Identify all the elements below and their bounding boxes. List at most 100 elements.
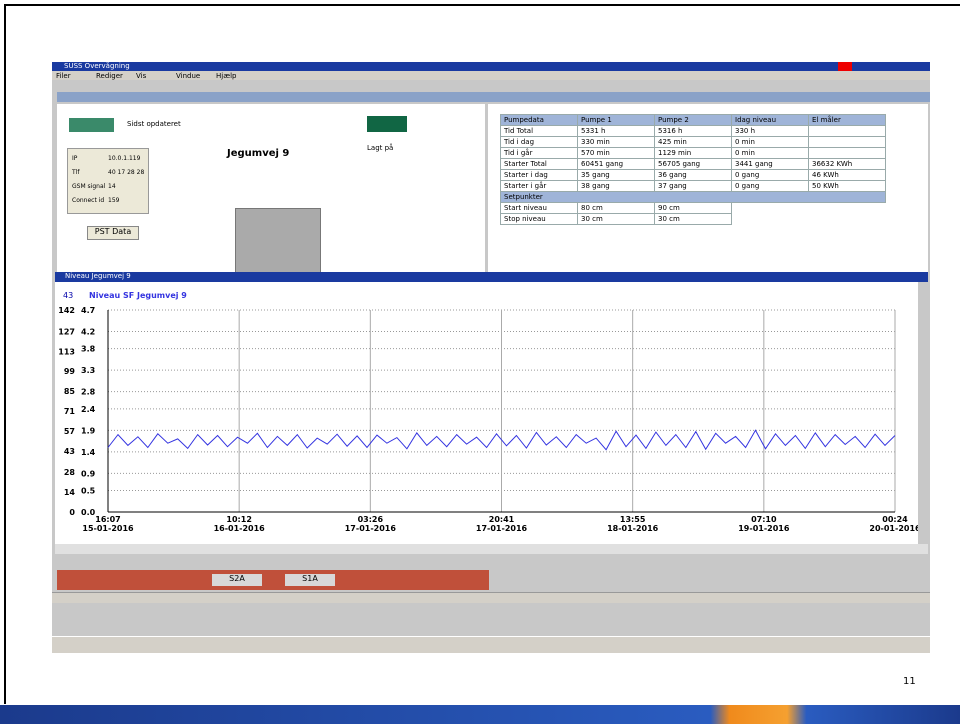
menu-item: Hjælp [216,72,237,80]
x-tick-label: 13:55 [620,515,646,524]
menu-item: Filer [56,72,71,80]
chart-bg [55,282,918,544]
slide-border [4,4,960,6]
table-cell: Pumpe 2 [654,114,732,126]
table-cell [808,125,886,137]
x-tick-label: 00:24 [882,515,908,524]
x-tick-label: 19-01-2016 [738,524,790,533]
scrollbar[interactable] [55,544,928,554]
chart-window-title-text: Niveau Jegumvej 9 [65,272,131,280]
y-tick-label: 1.9 [81,426,96,435]
y2-tick-label: 142 [58,306,75,315]
y2-tick-label: 71 [64,407,76,416]
slide-number: 11 [903,676,916,687]
title-bar: SUSS Overvågning [52,62,930,80]
chart-window-title: Niveau Jegumvej 9 [55,272,928,282]
pst-button[interactable]: PST Data [87,226,139,240]
info-text: Connect id [72,197,105,204]
info-text: 40 17 28 28 [108,169,145,176]
table-cell: 0 gang [731,169,809,181]
table-cell: Tid i går [500,147,578,159]
info-text: Tlf [72,169,80,176]
y-tick-label: 2.8 [81,388,96,397]
table-cell: 36632 KWh [808,158,886,170]
table-row: Starter i går 38 gang 37 gang 0 gang 50 KWh [500,180,886,192]
table-cell: 37 gang [654,180,732,192]
status: Lagt på [367,144,394,152]
info-text: IP [72,155,78,162]
pump-table: Pumpedata Pumpe 1 Pumpe 2 Idag niveau El mål… [500,114,886,225]
table-row: Stop niveau 30 cm 30 cm [500,213,886,225]
pump-icon [367,116,407,132]
table-cell: 330 h [731,125,809,137]
table-row: Tid i dag 330 min 425 min 0 min [500,136,886,148]
table-cell: Starter Total [500,158,578,170]
y2-tick-label: 57 [64,427,75,436]
table-row: Tid Total 5331 h 5316 h 330 h [500,125,886,137]
info-box: IP 10.0.1.119 Tlf 40 17 28 28 GSM signal 14 Co… [67,148,149,214]
menu-item: Vis [136,72,147,80]
y2-tick-label: 127 [58,327,75,336]
x-tick-label: 17-01-2016 [476,524,528,533]
app-title: SUSS Overvågning [64,62,130,70]
table-cell: 0 min [731,136,809,148]
table-cell [808,136,886,148]
table-row: Pumpedata Pumpe 1 Pumpe 2 Idag niveau El mål… [500,114,886,126]
info-text: 159 [108,197,120,204]
x-tick-label: 10:12 [226,515,251,524]
x-tick-label: 18-01-2016 [607,524,659,533]
x-tick-label: 16:07 [95,515,120,524]
table-cell: 80 cm [577,202,655,214]
table-cell: Starter i går [500,180,578,192]
y-tick-label: 4.7 [81,306,95,315]
legend-label: Niveau SF Jegumvej 9 [89,291,187,300]
cabinet [235,208,321,274]
table-cell: El måler [808,114,886,126]
table-cell: 425 min [654,136,732,148]
y2-tick-label: 14 [64,488,76,497]
table-cell: Stop niveau [500,213,578,225]
table-cell: 36 gang [654,169,732,181]
y-tick-label: 1.4 [81,448,96,457]
info-text: 14 [108,183,116,190]
y2-tick-label: 43 [64,447,75,456]
x-tick-label: 03:26 [358,515,384,524]
info-text: 10.0.1.119 [108,155,141,162]
table-cell: 60451 gang [577,158,655,170]
menu-bar: Filer Rediger Vis Vindue Hjælp [52,71,930,80]
table-cell: 50 KWh [808,180,886,192]
x-tick-label: 20:41 [489,515,515,524]
table-row: Setpunkter [500,191,886,203]
taskbar [52,636,930,653]
table-cell: 5331 h [577,125,655,137]
x-tick-label: 07:10 [751,515,777,524]
y2-tick-label: 0 [69,508,75,517]
table-cell: 0 min [731,147,809,159]
top-label: 43 [63,291,73,300]
button[interactable]: S1A [285,574,335,586]
logo [69,118,114,132]
table-cell: 3441 gang [731,158,809,170]
y-tick-label: 0.0 [81,508,96,517]
table-cell: 90 cm [654,202,732,214]
table-section: Setpunkter [500,191,886,203]
slide-border [4,4,6,704]
table-cell: 30 cm [577,213,655,225]
button[interactable]: S2A [212,574,262,586]
table-cell: 35 gang [577,169,655,181]
y-tick-label: 3.8 [81,345,96,354]
slide-footer-bar [0,705,960,724]
table-cell: Tid Total [500,125,578,137]
table-cell: Pumpe 1 [577,114,655,126]
y-tick-label: 0.5 [81,487,96,496]
x-tick-label: 16-01-2016 [214,524,266,533]
table-cell: 1129 min [654,147,732,159]
y2-tick-label: 99 [64,367,76,376]
y-tick-label: 4.2 [81,327,95,336]
table-cell: 38 gang [577,180,655,192]
table-cell: 46 KWh [808,169,886,181]
table-cell: Tid i dag [500,136,578,148]
table-row: Start niveau 80 cm 90 cm [500,202,886,214]
table-cell: Starter i dag [500,169,578,181]
